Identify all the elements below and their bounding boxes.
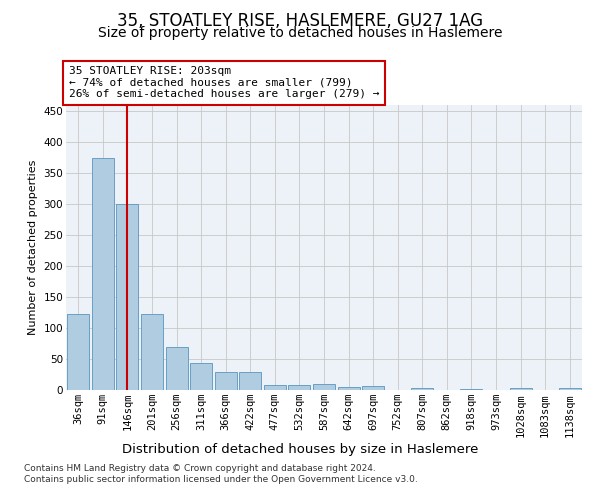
Text: Distribution of detached houses by size in Haslemere: Distribution of detached houses by size … bbox=[122, 442, 478, 456]
Bar bbox=[239, 372, 262, 390]
Bar bbox=[509, 388, 532, 390]
Bar bbox=[313, 384, 335, 390]
Text: Size of property relative to detached houses in Haslemere: Size of property relative to detached ho… bbox=[98, 26, 502, 40]
Bar bbox=[362, 386, 384, 390]
Bar bbox=[92, 158, 114, 390]
Text: Contains HM Land Registry data © Crown copyright and database right 2024.: Contains HM Land Registry data © Crown c… bbox=[24, 464, 376, 473]
Bar bbox=[166, 346, 188, 390]
Bar bbox=[190, 364, 212, 390]
Text: 35, STOATLEY RISE, HASLEMERE, GU27 1AG: 35, STOATLEY RISE, HASLEMERE, GU27 1AG bbox=[117, 12, 483, 30]
Bar bbox=[116, 204, 139, 390]
Bar bbox=[67, 314, 89, 390]
Text: 35 STOATLEY RISE: 203sqm
← 74% of detached houses are smaller (799)
26% of semi-: 35 STOATLEY RISE: 203sqm ← 74% of detach… bbox=[68, 66, 379, 100]
Bar bbox=[215, 372, 237, 390]
Bar bbox=[141, 314, 163, 390]
Y-axis label: Number of detached properties: Number of detached properties bbox=[28, 160, 38, 335]
Bar bbox=[289, 385, 310, 390]
Bar bbox=[460, 389, 482, 390]
Bar bbox=[411, 388, 433, 390]
Text: Contains public sector information licensed under the Open Government Licence v3: Contains public sector information licen… bbox=[24, 475, 418, 484]
Bar bbox=[559, 388, 581, 390]
Bar bbox=[338, 387, 359, 390]
Bar bbox=[264, 385, 286, 390]
